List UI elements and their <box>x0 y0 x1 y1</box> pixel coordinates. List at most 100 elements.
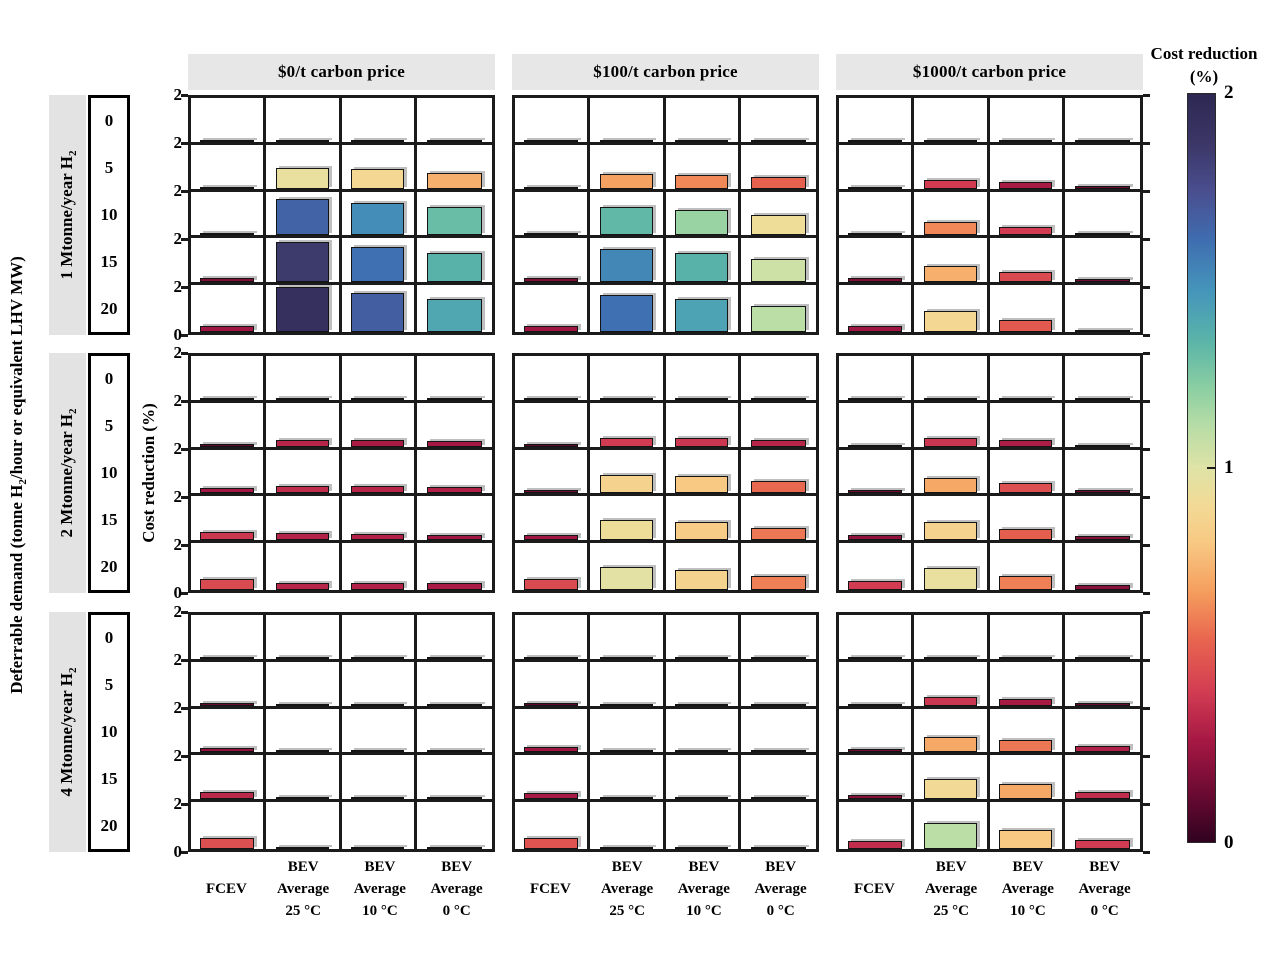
panel-cell-d20-cat0 <box>839 802 915 849</box>
panel-cell-d5-cat0 <box>839 402 915 450</box>
cost-reduction-bar <box>350 750 405 753</box>
demand-tick-label: 0 <box>104 628 114 648</box>
x-category-label-line: Average <box>677 881 730 897</box>
panel-cell-d15-cat3 <box>1064 496 1140 544</box>
panel-cell-d0-cat3 <box>1064 98 1140 145</box>
demand-tick-label: 15 <box>100 509 118 529</box>
cost-reduction-bar <box>674 846 729 849</box>
panel-cell-d10-cat3 <box>1064 449 1140 497</box>
cost-reduction-bar <box>750 750 807 753</box>
cost-reduction-bar <box>750 215 807 236</box>
panel-cell-d0-cat3 <box>740 98 816 145</box>
panel-cell-d0-cat2 <box>989 615 1065 662</box>
cost-reduction-bar <box>998 656 1053 659</box>
panel-cell-d5-cat1 <box>914 144 990 192</box>
cost-reduction-bar <box>923 521 978 541</box>
panel-cell-d15-cat3 <box>416 238 492 286</box>
cost-reduction-bar <box>426 656 483 659</box>
cost-reduction-bar <box>599 437 654 447</box>
panel-cell-d5-cat0 <box>515 661 591 709</box>
panel-cell-d15-cat2 <box>341 496 417 544</box>
panel-cell-d15-cat1 <box>266 496 342 544</box>
cost-reduction-bar <box>426 397 483 400</box>
demand-tick-label: 10 <box>100 204 118 224</box>
cost-reduction-bar <box>998 139 1053 142</box>
panel-cell-d15-cat0 <box>839 238 915 286</box>
cost-reduction-bar <box>599 206 654 236</box>
cost-reduction-bar <box>200 791 254 800</box>
panel-cell-d5-cat0 <box>191 402 267 450</box>
cost-reduction-bar <box>200 139 254 142</box>
panel-cell-d15-cat2 <box>989 238 1065 286</box>
y-tick-label: 2 <box>173 794 183 813</box>
cost-reduction-bar <box>426 440 483 447</box>
outer-y-label-subscript: 2 <box>17 479 29 485</box>
cost-reduction-bar <box>998 739 1053 753</box>
x-category-label-line: 25 °C <box>609 903 645 919</box>
cost-reduction-bar <box>998 272 1053 283</box>
panel-cell-d15-cat2 <box>341 238 417 286</box>
axis-tickmark <box>1143 190 1150 193</box>
panel-r1-c2 <box>836 353 1143 593</box>
panel-cell-d0-cat2 <box>989 98 1065 145</box>
axis-tickmark <box>1143 611 1150 614</box>
panel-cell-d0-cat1 <box>914 356 990 403</box>
panel-cell-d10-cat1 <box>914 191 990 239</box>
cost-reduction-bar <box>674 750 729 753</box>
panel-cell-d20-cat0 <box>191 802 267 849</box>
cost-reduction-bar <box>275 656 330 659</box>
panel-cell-d20-cat0 <box>839 543 915 590</box>
axis-tickmark <box>1143 707 1150 710</box>
colorbar-title: Cost reduction (%) <box>1129 42 1269 88</box>
demand-tick-label: 15 <box>100 251 118 271</box>
x-category-label-line: 10 °C <box>1010 903 1046 919</box>
panel-cell-d5-cat2 <box>341 402 417 450</box>
cost-reduction-bar <box>200 232 254 236</box>
panel-cell-d10-cat0 <box>515 708 591 756</box>
cost-reduction-bar <box>275 582 330 590</box>
y-tick-label: 2 <box>173 277 183 296</box>
cost-reduction-bar <box>1074 585 1131 590</box>
panel-cell-d0-cat2 <box>341 615 417 662</box>
cost-reduction-bar <box>998 830 1053 849</box>
panel-cell-d5-cat3 <box>1064 661 1140 709</box>
axis-tickmark <box>1143 352 1150 355</box>
panel-cell-d20-cat1 <box>914 543 990 590</box>
cost-reduction-bar <box>923 179 978 189</box>
y-tick-label: 2 <box>173 85 183 104</box>
x-category-label-line: FCEV <box>853 881 895 897</box>
axis-tickmark <box>181 190 188 193</box>
cost-reduction-bar <box>923 478 978 494</box>
panel-cell-d10-cat1 <box>266 708 342 756</box>
cost-reduction-bar <box>524 579 578 590</box>
cost-reduction-bar <box>848 703 902 706</box>
cost-reduction-bar <box>674 475 729 494</box>
panel-cell-d15-cat2 <box>665 755 741 803</box>
axis-tickmark <box>181 611 188 614</box>
row-header-0: 1 Mtonne/year H2 <box>57 151 79 280</box>
colorbar-title-line1: Cost reduction <box>1150 44 1258 63</box>
x-category-label-line: BEV <box>1089 859 1121 875</box>
demand-axis-box-0: 0 5 10 15 20 <box>88 95 130 335</box>
row-header-text: 4 Mtonne/year H <box>56 673 76 797</box>
cost-reduction-bar <box>524 837 578 849</box>
cost-reduction-bar <box>750 575 807 590</box>
cost-reduction-bar <box>524 326 578 332</box>
cost-reduction-bar <box>848 186 902 189</box>
x-category-label-line: BEV <box>611 859 643 875</box>
cost-reduction-bar <box>599 750 654 753</box>
x-category-label-3: BEV Average 0 °C <box>397 856 517 922</box>
x-category-label-line: Average <box>277 881 330 897</box>
panel-cell-d15-cat1 <box>266 238 342 286</box>
axis-tickmark <box>1143 94 1150 97</box>
cost-reduction-bar <box>674 252 729 283</box>
x-category-label-1: BEV Average 25 °C <box>243 856 363 922</box>
row-strip-2 <box>49 612 86 852</box>
cost-reduction-bar <box>200 186 254 189</box>
panel-cell-d20-cat2 <box>989 802 1065 849</box>
demand-tick-label: 10 <box>100 721 118 741</box>
panel-cell-d0-cat3 <box>740 615 816 662</box>
panel-cell-d15-cat0 <box>515 755 591 803</box>
panel-cell-d20-cat0 <box>839 285 915 332</box>
axis-tickmark <box>181 707 188 710</box>
